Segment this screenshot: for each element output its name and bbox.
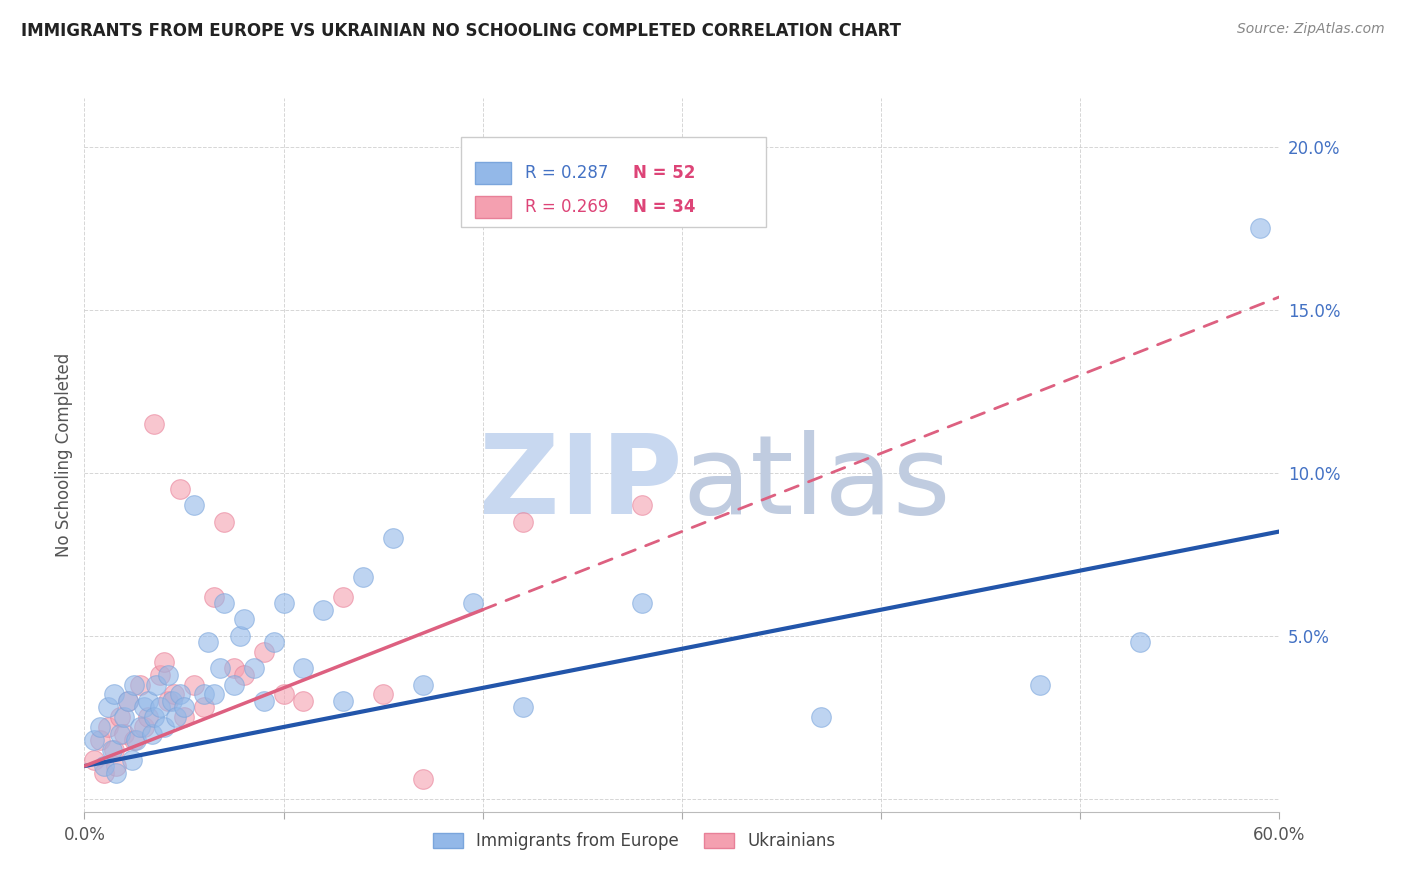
Point [165,710,187,724]
Point [273,596,295,610]
Text: atlas: atlas [682,430,950,537]
Text: IMMIGRANTS FROM EUROPE VS UKRAINIAN NO SCHOOLING COMPLETED CORRELATION CHART: IMMIGRANTS FROM EUROPE VS UKRAINIAN NO S… [21,22,901,40]
Point [212,596,235,610]
Point [1029,678,1052,692]
Point [461,596,484,610]
Point [202,687,225,701]
Point [382,531,405,545]
Point [145,678,167,692]
Point [232,668,254,682]
Point [132,700,156,714]
Point [253,645,276,659]
Point [143,417,166,431]
Point [93,759,115,773]
Point [1129,635,1152,649]
Point [153,720,176,734]
Point [512,515,534,529]
Point [143,710,166,724]
Point [125,733,148,747]
Point [169,687,191,701]
Point [292,694,315,708]
Point [373,687,395,701]
Point [121,753,143,767]
Text: Source: ZipAtlas.com: Source: ZipAtlas.com [1237,22,1385,37]
Point [229,629,252,643]
Point [105,765,128,780]
Point [183,678,205,692]
Point [97,700,120,714]
Text: R = 0.269: R = 0.269 [526,198,609,216]
Text: R = 0.287: R = 0.287 [526,164,609,182]
Legend: Immigrants from Europe, Ukrainians: Immigrants from Europe, Ukrainians [426,826,842,857]
Point [173,700,195,714]
Point [222,661,245,675]
Point [222,678,245,692]
Point [332,694,354,708]
Y-axis label: No Schooling Completed: No Schooling Completed [55,353,73,557]
Point [83,733,105,747]
Point [103,743,125,757]
Point [136,694,159,708]
Point [122,733,145,747]
Point [141,726,163,740]
Point [136,710,159,724]
Point [212,515,235,529]
Text: N = 52: N = 52 [633,164,696,182]
Point [169,482,191,496]
Point [89,720,111,734]
Point [149,668,172,682]
Point [110,710,132,724]
Point [512,700,534,714]
Text: ZIP: ZIP [478,430,682,537]
Point [273,687,295,701]
Point [183,499,205,513]
Point [352,570,374,584]
Point [153,655,176,669]
Point [242,661,264,675]
Point [292,661,315,675]
Point [412,678,434,692]
Point [105,759,128,773]
Point [112,726,135,740]
Point [312,603,335,617]
Point [208,661,231,675]
Bar [461,137,766,227]
Point [263,635,285,649]
Point [101,743,124,757]
Point [149,700,172,714]
Bar [475,161,510,185]
Point [83,753,105,767]
Point [103,687,125,701]
Point [122,678,145,692]
Point [97,720,120,734]
Point [117,694,139,708]
Point [197,635,219,649]
Point [112,710,135,724]
Point [1249,221,1271,235]
Bar [475,195,510,219]
Point [332,590,354,604]
Point [132,720,156,734]
Point [93,765,115,780]
Point [253,694,276,708]
Point [129,678,152,692]
Point [193,687,215,701]
Point [110,726,132,740]
Text: N = 34: N = 34 [633,198,696,216]
Point [193,700,215,714]
Point [157,694,180,708]
Point [232,612,254,626]
Point [163,687,186,701]
Point [631,499,654,513]
Point [173,710,195,724]
Point [117,694,139,708]
Point [810,710,832,724]
Point [89,733,111,747]
Point [412,772,434,786]
Point [202,590,225,604]
Point [631,596,654,610]
Point [157,668,180,682]
Point [160,694,183,708]
Point [129,720,152,734]
